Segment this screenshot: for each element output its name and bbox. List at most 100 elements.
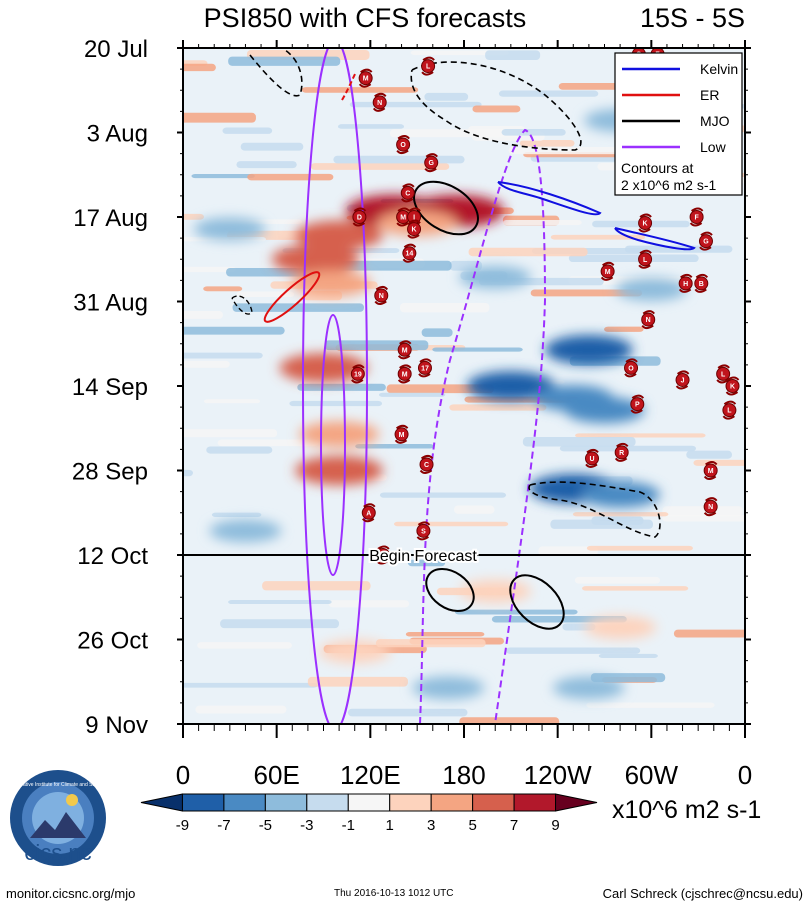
- noise-stripe: [328, 600, 410, 608]
- noise-stripe: [375, 639, 486, 648]
- noise-stripe: [378, 392, 446, 397]
- storm-marker: B: [694, 273, 709, 293]
- noise-stripe: [220, 619, 340, 629]
- storm-label: D: [357, 215, 362, 222]
- storm-label: L: [727, 408, 732, 415]
- storm-marker: N: [703, 497, 718, 517]
- noise-stripe: [393, 521, 509, 527]
- noise-stripe: [454, 609, 578, 615]
- negative-anomaly: [564, 397, 645, 424]
- positive-anomaly: [584, 616, 657, 639]
- colorbar-units: x10^6 m2 s-1: [612, 796, 761, 824]
- storm-label: M: [708, 468, 714, 475]
- colorbar-swatch: [223, 793, 266, 812]
- noise-stripe: [301, 87, 419, 93]
- storm-marker: K: [407, 219, 422, 239]
- storm-label: L: [643, 257, 648, 264]
- legend-note-2: 2 x10^6 m2 s-1: [621, 177, 716, 193]
- site-url[interactable]: monitor.cicsnc.org/mjo: [6, 886, 136, 901]
- mjo-contour: [509, 574, 565, 630]
- noise-stripe: [232, 303, 364, 312]
- noise-stripe: [686, 450, 733, 459]
- colorbar-label: -1: [342, 817, 355, 834]
- sun-icon: [66, 794, 78, 806]
- noise-stripe: [183, 310, 223, 319]
- noise-stripe: [407, 559, 446, 567]
- noise-stripe: [337, 124, 405, 129]
- storm-label: M: [400, 215, 406, 222]
- storm-marker: 14: [402, 243, 417, 263]
- storm-marker: N: [641, 310, 656, 330]
- noise-stripe: [330, 260, 452, 271]
- negative-anomaly: [466, 371, 555, 401]
- legend: Kelvin ER MJO Low Contours at 2 x10^6 m2 s-…: [614, 52, 743, 196]
- storm-marker: C: [419, 454, 434, 474]
- y-tick-label: 31 Aug: [73, 290, 148, 317]
- noise-stripe: [262, 581, 371, 591]
- noise-stripe: [586, 702, 715, 708]
- noise-stripe: [297, 383, 386, 391]
- noise-stripe: [598, 653, 658, 659]
- noise-stripe: [459, 717, 560, 724]
- noise-stripe: [485, 50, 541, 60]
- noise-stripe: [498, 90, 599, 97]
- noise-stripe: [211, 512, 262, 517]
- wave-contours: [231, 48, 696, 724]
- storm-label: M: [605, 269, 611, 276]
- storm-marker: L: [638, 249, 653, 269]
- storm-marker: R: [614, 442, 629, 462]
- legend-label: Low: [700, 139, 727, 155]
- noise-stripe: [400, 302, 490, 313]
- noise-stripe: [203, 286, 243, 292]
- er-contour: [263, 271, 321, 323]
- noise-stripe: [468, 247, 588, 257]
- storm-marker: 19: [350, 364, 365, 384]
- chart-title: PSI850 with CFS forecasts: [204, 3, 527, 33]
- x-tick-label: 120E: [340, 760, 401, 790]
- noise-stripe: [206, 446, 273, 454]
- legend-note-1: Contours at: [621, 160, 693, 176]
- storm-label: 14: [405, 251, 413, 258]
- storm-label: G: [703, 239, 709, 246]
- storm-marker: K: [638, 213, 653, 233]
- mjo-contour: [425, 568, 475, 612]
- storm-label: 19: [354, 371, 362, 378]
- negative-anomaly: [209, 519, 282, 543]
- noise-stripe: [236, 161, 297, 169]
- colorbar-swatch: [264, 793, 308, 812]
- x-tick-label: 0: [738, 760, 752, 790]
- colorbar-label: -3: [300, 817, 313, 834]
- negative-anomaly: [580, 481, 661, 508]
- storm-label: O: [628, 365, 634, 372]
- storm-marker: N: [372, 92, 387, 112]
- storm-label: M: [363, 76, 369, 83]
- noise-stripe: [568, 254, 699, 263]
- noise-stripe: [693, 459, 745, 466]
- y-tick-label: 26 Oct: [77, 628, 148, 655]
- noise-stripe: [662, 506, 743, 517]
- storm-marker: U: [585, 448, 600, 468]
- er-contour-neg: [341, 71, 357, 101]
- negative-anomaly: [544, 335, 633, 365]
- negative-anomaly: [193, 217, 266, 241]
- noise-stripe: [347, 708, 468, 717]
- mjo-contour-neg: [249, 49, 303, 97]
- logo-name: cics.nc: [24, 840, 91, 865]
- cics-logo: Cooperative Institute for Climate and Sa…: [7, 770, 110, 866]
- noise-stripe: [191, 173, 255, 179]
- kelvin-contour: [614, 227, 696, 251]
- noise-stripe: [449, 404, 547, 411]
- legend-label: ER: [700, 87, 719, 103]
- noise-stripe: [505, 647, 641, 654]
- storm-marker: M: [394, 424, 409, 444]
- x-tick-label: 60W: [625, 760, 679, 790]
- noise-stripe: [247, 173, 334, 181]
- noise-stripe: [183, 469, 194, 477]
- noise-stripe: [572, 512, 669, 517]
- storm-label: S: [421, 528, 426, 535]
- noise-stripe: [662, 515, 745, 522]
- positive-anomaly: [295, 455, 384, 486]
- y-tick-label: 3 Aug: [87, 121, 148, 148]
- kelvin-contour: [497, 181, 602, 216]
- noise-stripe: [197, 642, 292, 649]
